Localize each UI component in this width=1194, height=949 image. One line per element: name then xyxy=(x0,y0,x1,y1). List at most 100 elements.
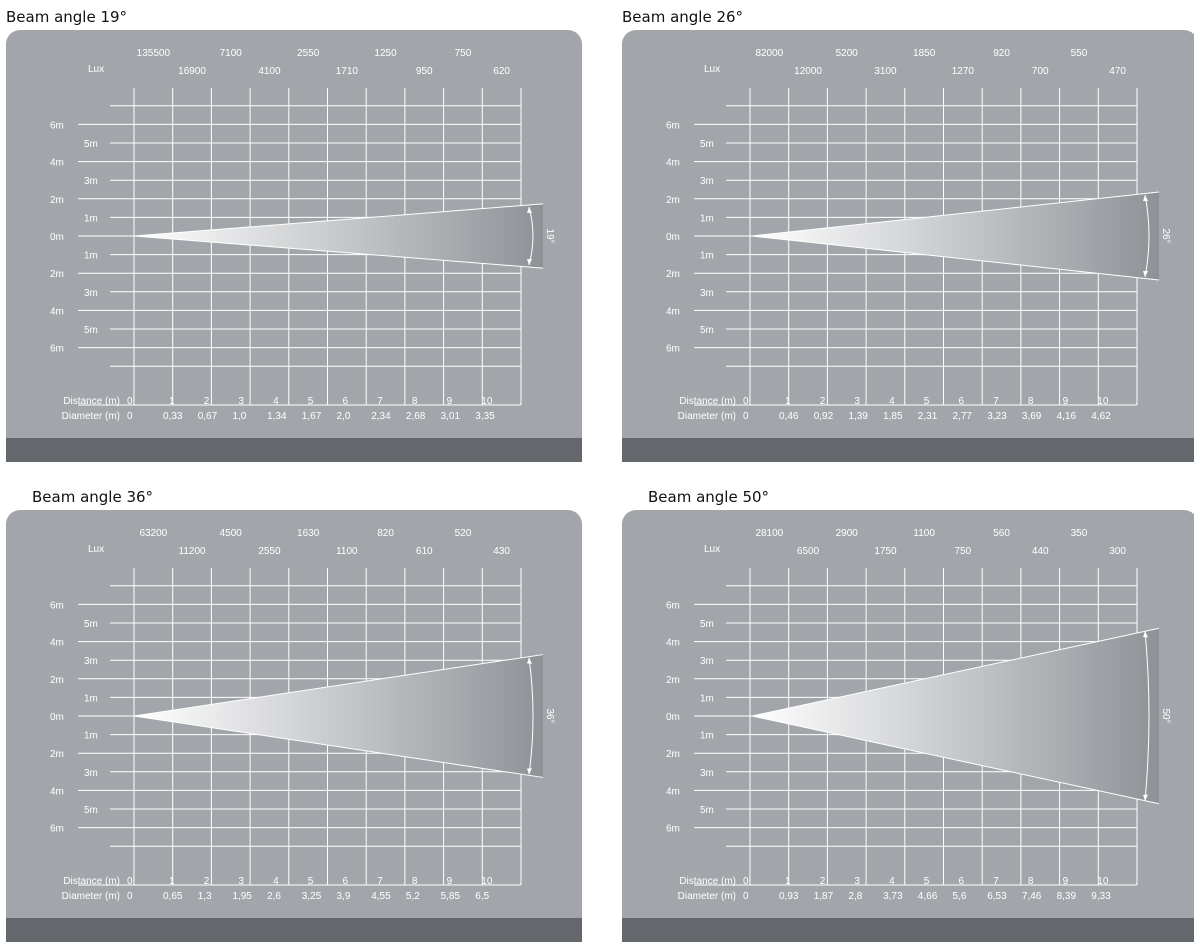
y-tick-major: 2m xyxy=(50,195,64,206)
y-tick-minor: 3m xyxy=(700,656,714,667)
diameter-value: 0,93 xyxy=(779,891,799,902)
distance-value: 3 xyxy=(238,876,244,887)
distance-value: 9 xyxy=(1063,396,1069,407)
diameter-value: 9,33 xyxy=(1091,891,1111,902)
distance-value: 3 xyxy=(238,396,244,407)
diameter-value: 0 xyxy=(743,891,749,902)
y-tick-minor: 5m xyxy=(700,805,714,816)
diameter-value: 0 xyxy=(127,891,133,902)
lux-value-bottom: 430 xyxy=(493,546,510,557)
diagram-box: 6m 4m 2m 0m 2m 4m 6m 5m 3m 1m 1m 3m 5m 26° Lux 82000 520… xyxy=(622,30,1194,462)
diameter-value: 0 xyxy=(127,411,133,422)
y-tick-minor: 5m xyxy=(700,325,714,336)
distance-value: 5 xyxy=(924,876,930,887)
diagram-box: 6m 4m 2m 0m 2m 4m 6m 5m 3m 1m 1m 3m 5m 36° Lux 63200 450… xyxy=(6,510,582,942)
distance-value: 1 xyxy=(785,876,791,887)
lux-value-bottom: 610 xyxy=(416,546,433,557)
beam-edge-top xyxy=(751,627,1160,717)
beam-edge-top xyxy=(751,191,1160,237)
diameter-value: 1,39 xyxy=(848,411,868,422)
y-tick-major: 6m xyxy=(50,600,64,611)
lux-value-top: 920 xyxy=(993,48,1010,59)
diameter-value: 0 xyxy=(743,411,749,422)
diameter-value: 2,8 xyxy=(848,891,862,902)
distance-value: 10 xyxy=(1097,876,1109,887)
lux-label: Lux xyxy=(704,64,720,75)
beam-edge-top xyxy=(133,203,544,237)
y-tick-minor: 1m xyxy=(84,251,98,262)
lux-value-top: 1100 xyxy=(913,528,935,539)
diameter-value: 0,92 xyxy=(814,411,834,422)
distance-value: 5 xyxy=(924,396,930,407)
lux-value-top: 520 xyxy=(455,528,472,539)
distance-value: 10 xyxy=(1097,396,1109,407)
diameter-value: 6,53 xyxy=(987,891,1007,902)
distance-value: 0 xyxy=(127,396,133,407)
lux-value-bottom: 1100 xyxy=(336,546,358,557)
y-tick-minor: 5m xyxy=(84,139,98,150)
y-tick-minor: 3m xyxy=(700,768,714,779)
beam-panel-19: Beam angle 19° 6m 4m 2m 0m 2m 4m 6m 5m 3m 1m 1m 3m 5m… xyxy=(6,8,582,462)
distance-value: 0 xyxy=(127,876,133,887)
y-tick-minor: 5m xyxy=(84,325,98,336)
lux-value-bottom: 11200 xyxy=(179,546,207,557)
angle-arrow xyxy=(528,657,534,775)
distance-value: 8 xyxy=(412,876,418,887)
y-tick-major: 4m xyxy=(50,638,64,649)
diameter-value: 1,0 xyxy=(232,411,246,422)
lux-value-top: 28100 xyxy=(755,528,783,539)
y-tick-major: 2m xyxy=(666,675,680,686)
diameter-value: 1,34 xyxy=(267,411,287,422)
diameter-value: 2,34 xyxy=(371,411,391,422)
diameter-value: 4,66 xyxy=(918,891,938,902)
y-tick-major: 6m xyxy=(666,120,680,131)
y-tick-minor: 3m xyxy=(700,288,714,299)
lux-value-bottom: 2550 xyxy=(258,546,281,557)
angle-label: 36° xyxy=(544,708,555,723)
diameter-value: 3,01 xyxy=(441,411,461,422)
lux-value-top: 1850 xyxy=(913,48,936,59)
beam-edge-bottom xyxy=(751,235,1160,281)
y-tick-major: 2m xyxy=(50,269,64,280)
lux-value-bottom: 300 xyxy=(1109,546,1126,557)
y-tick-minor: 3m xyxy=(84,768,98,779)
lux-value-bottom: 6500 xyxy=(797,546,820,557)
y-tick-major: 6m xyxy=(666,824,680,835)
beam-cone xyxy=(134,654,543,778)
lux-value-top: 4500 xyxy=(220,528,243,539)
distance-value: 9 xyxy=(1063,876,1069,887)
distance-value: 10 xyxy=(481,876,493,887)
y-tick-major: 4m xyxy=(666,306,680,317)
lux-value-bottom: 620 xyxy=(493,66,510,77)
beam-edge-bottom xyxy=(751,715,1160,805)
y-tick-major: 0m xyxy=(666,232,680,243)
y-tick-minor: 1m xyxy=(700,213,714,224)
distance-label: Distance (m) xyxy=(679,876,736,887)
lux-value-bottom: 470 xyxy=(1109,66,1126,77)
beam-edge-bottom xyxy=(133,235,544,269)
distance-value: 0 xyxy=(743,876,749,887)
beam-panel-36: Beam angle 36° 6m 4m 2m 0m 2m 4m 6m 5m 3m 1m 1m 3m 5m… xyxy=(6,488,582,942)
distance-value: 1 xyxy=(169,396,175,407)
distance-value: 9 xyxy=(447,396,453,407)
diameter-value: 2,68 xyxy=(406,411,426,422)
lux-value-bottom: 12000 xyxy=(794,66,822,77)
distance-value: 6 xyxy=(343,876,349,887)
distance-value: 1 xyxy=(169,876,175,887)
diameter-value: 2,77 xyxy=(953,411,973,422)
distance-value: 7 xyxy=(377,876,383,887)
lux-value-top: 1250 xyxy=(374,48,397,59)
diagram-box: 6m 4m 2m 0m 2m 4m 6m 5m 3m 1m 1m 3m 5m 19° Lux 135500 71… xyxy=(6,30,582,462)
diagram-box: 6m 4m 2m 0m 2m 4m 6m 5m 3m 1m 1m 3m 5m 50° Lux 28100 290… xyxy=(622,510,1194,942)
distance-value: 5 xyxy=(308,396,314,407)
distance-value: 7 xyxy=(377,396,383,407)
distance-label: Distance (m) xyxy=(63,396,120,407)
y-tick-minor: 3m xyxy=(84,656,98,667)
diameter-value: 3,23 xyxy=(987,411,1007,422)
distance-value: 5 xyxy=(308,876,314,887)
diameter-value: 7,46 xyxy=(1022,891,1042,902)
y-tick-major: 4m xyxy=(50,306,64,317)
